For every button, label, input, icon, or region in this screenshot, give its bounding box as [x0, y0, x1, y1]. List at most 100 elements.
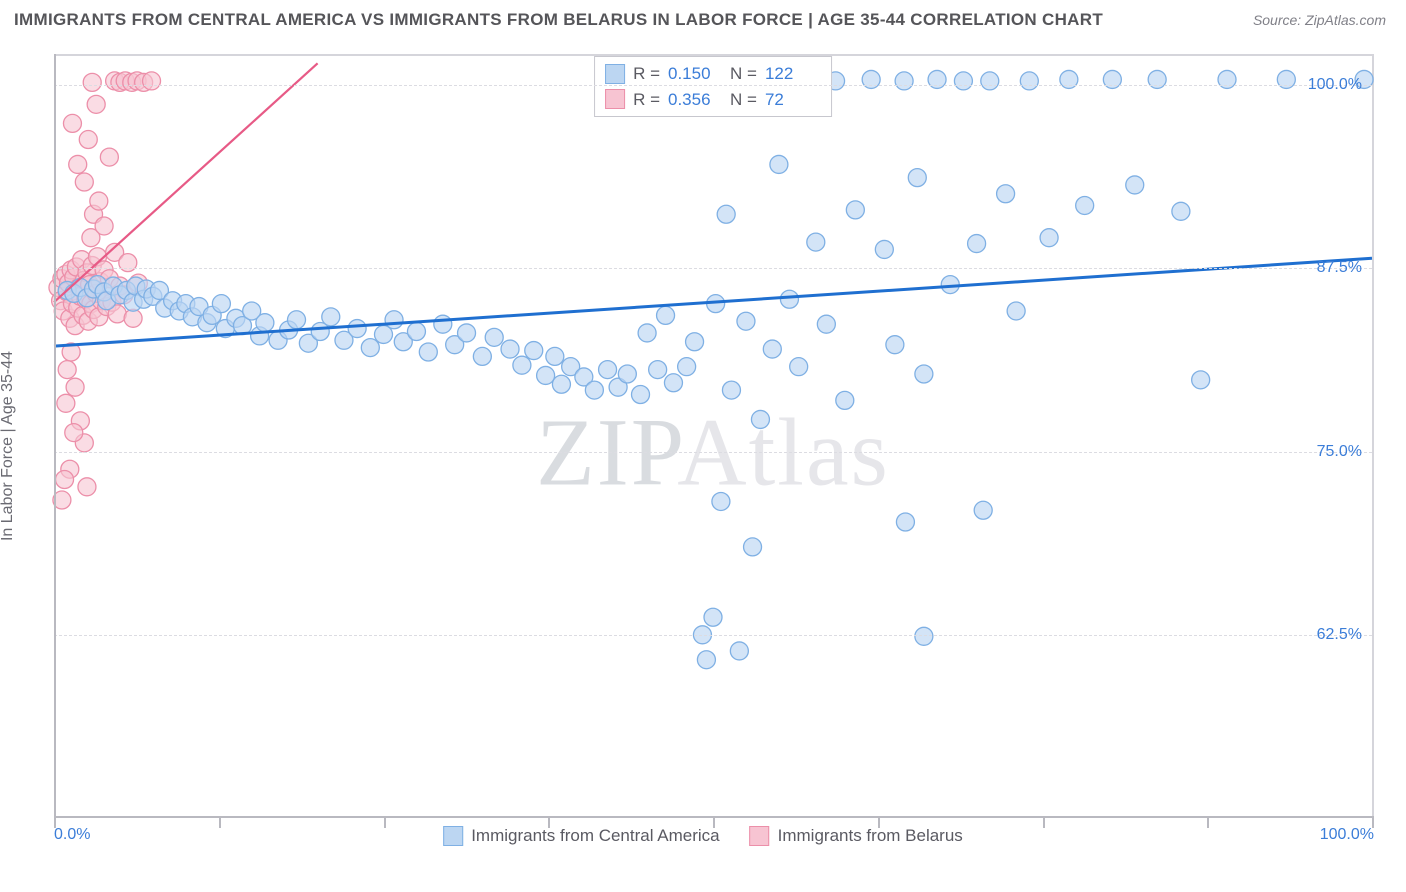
- data-point: [100, 148, 118, 166]
- data-point: [256, 314, 274, 332]
- chart-title: IMMIGRANTS FROM CENTRAL AMERICA VS IMMIG…: [14, 10, 1103, 30]
- data-point: [664, 374, 682, 392]
- x-tick: [1207, 818, 1209, 828]
- data-point: [385, 311, 403, 329]
- data-point: [361, 339, 379, 357]
- legend-label-pink: Immigrants from Belarus: [778, 826, 963, 846]
- data-point: [886, 336, 904, 354]
- data-point: [722, 381, 740, 399]
- swatch-pink-icon: [750, 826, 770, 846]
- data-point: [546, 347, 564, 365]
- data-point: [525, 342, 543, 360]
- data-point: [501, 340, 519, 358]
- swatch-blue-icon: [605, 64, 625, 84]
- data-point: [56, 470, 74, 488]
- data-point: [997, 185, 1015, 203]
- data-point: [915, 365, 933, 383]
- data-point: [63, 114, 81, 132]
- data-point: [1172, 202, 1190, 220]
- r-value-pink: 0.356: [668, 87, 722, 113]
- data-point: [968, 235, 986, 253]
- y-tick-label: 87.5%: [1317, 259, 1362, 277]
- chart-header: IMMIGRANTS FROM CENTRAL AMERICA VS IMMIG…: [0, 0, 1406, 38]
- data-point: [686, 333, 704, 351]
- data-point: [770, 155, 788, 173]
- data-point: [537, 366, 555, 384]
- gridline: [54, 635, 1372, 636]
- data-point: [90, 192, 108, 210]
- gridline: [54, 85, 1372, 86]
- data-point: [95, 217, 113, 235]
- x-axis: [54, 816, 1374, 818]
- y-axis: [54, 54, 56, 818]
- swatch-pink-icon: [605, 89, 625, 109]
- data-point: [875, 240, 893, 258]
- data-point: [513, 356, 531, 374]
- data-point: [780, 290, 798, 308]
- r-value-blue: 0.150: [668, 61, 722, 87]
- data-point: [657, 306, 675, 324]
- data-point: [407, 322, 425, 340]
- chart-source: Source: ZipAtlas.com: [1253, 12, 1386, 28]
- data-point: [65, 424, 83, 442]
- data-point: [817, 315, 835, 333]
- data-point: [143, 72, 161, 90]
- data-point: [1126, 176, 1144, 194]
- data-point: [632, 386, 650, 404]
- legend-item-pink: Immigrants from Belarus: [750, 826, 963, 846]
- legend-stats-row-2: R = 0.356 N = 72: [605, 87, 819, 113]
- data-point: [618, 365, 636, 383]
- data-point: [697, 651, 715, 669]
- y-tick-label: 100.0%: [1308, 76, 1362, 94]
- data-point: [458, 324, 476, 342]
- data-point: [322, 308, 340, 326]
- data-point: [737, 312, 755, 330]
- data-point: [954, 72, 972, 90]
- data-point: [87, 95, 105, 113]
- data-point: [763, 340, 781, 358]
- scatter-svg: [54, 56, 1372, 818]
- data-point: [1076, 196, 1094, 214]
- data-point: [585, 381, 603, 399]
- data-point: [712, 492, 730, 510]
- data-point: [69, 155, 87, 173]
- data-point: [83, 73, 101, 91]
- data-point: [58, 361, 76, 379]
- data-point: [57, 394, 75, 412]
- data-point: [895, 72, 913, 90]
- data-point: [79, 131, 97, 149]
- swatch-blue-icon: [443, 826, 463, 846]
- data-point: [790, 358, 808, 376]
- data-point: [638, 324, 656, 342]
- data-point: [678, 358, 696, 376]
- data-point: [288, 311, 306, 329]
- legend-item-blue: Immigrants from Central America: [443, 826, 719, 846]
- data-point: [485, 328, 503, 346]
- gridline: [54, 452, 1372, 453]
- data-point: [1007, 302, 1025, 320]
- data-point: [981, 72, 999, 90]
- gridline: [54, 268, 1372, 269]
- data-point: [807, 233, 825, 251]
- x-tick: [219, 818, 221, 828]
- data-point: [66, 378, 84, 396]
- data-point: [1040, 229, 1058, 247]
- data-point: [552, 375, 570, 393]
- data-point: [212, 295, 230, 313]
- data-point: [124, 309, 142, 327]
- data-point: [896, 513, 914, 531]
- data-point: [836, 391, 854, 409]
- data-point: [704, 608, 722, 626]
- x-tick-max: 100.0%: [1320, 826, 1374, 844]
- data-point: [473, 347, 491, 365]
- data-point: [1020, 72, 1038, 90]
- data-point: [434, 315, 452, 333]
- x-tick: [1043, 818, 1045, 828]
- data-point: [75, 173, 93, 191]
- data-point: [908, 169, 926, 187]
- legend-series: Immigrants from Central America Immigran…: [443, 826, 963, 846]
- data-point: [846, 201, 864, 219]
- data-point: [751, 410, 769, 428]
- data-point: [599, 361, 617, 379]
- chart-area: ZIPAtlas R = 0.150 N = 122 R = 0.356 N =…: [14, 44, 1392, 848]
